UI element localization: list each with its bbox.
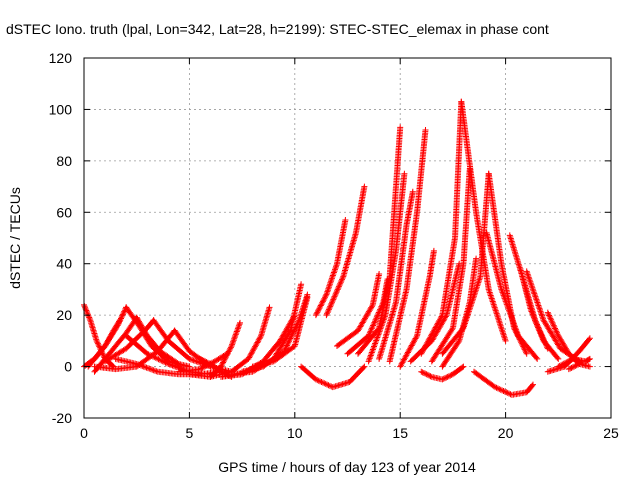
y-tick-label: 60 xyxy=(56,204,72,220)
satellite-track xyxy=(517,265,562,362)
y-tick-label: 0 xyxy=(64,359,72,375)
track-markers xyxy=(365,170,408,365)
satellite-track xyxy=(397,247,437,370)
satellite-track xyxy=(471,368,536,398)
x-tick-label: 10 xyxy=(287,425,303,441)
satellite-track xyxy=(565,361,593,373)
track-markers xyxy=(418,363,467,383)
satellite-track xyxy=(355,124,404,357)
satellite-track xyxy=(102,317,157,365)
track-markers xyxy=(298,363,368,391)
satellite-track xyxy=(428,165,473,365)
track-markers xyxy=(323,183,368,319)
track-markers xyxy=(471,368,536,398)
y-tick-label: 120 xyxy=(49,50,73,66)
y-tick-label: 40 xyxy=(56,256,72,272)
satellite-track xyxy=(376,188,416,362)
track-markers xyxy=(397,247,437,370)
y-axis-label: dSTEC / TECUs xyxy=(7,187,23,289)
track-markers xyxy=(312,217,349,319)
satellite-track xyxy=(458,98,509,344)
chart-title: dSTEC Iono. truth (lpal, Lon=342, Lat=28… xyxy=(6,21,549,37)
track-markers xyxy=(428,165,473,365)
satellite-track xyxy=(555,355,593,370)
y-tick-label: 80 xyxy=(56,153,72,169)
satellite-track xyxy=(334,271,383,349)
satellite-track xyxy=(323,183,368,319)
track-markers xyxy=(439,170,492,357)
data-marks xyxy=(81,98,593,398)
track-markers xyxy=(483,229,541,362)
track-markers xyxy=(249,294,311,370)
track-markers xyxy=(334,271,383,349)
track-markers xyxy=(102,317,157,365)
satellite-track xyxy=(439,170,492,357)
x-tick-label: 15 xyxy=(392,425,408,441)
satellite-track xyxy=(365,170,408,365)
x-tick-label: 25 xyxy=(603,425,619,441)
track-markers xyxy=(418,98,465,357)
y-tick-label: 20 xyxy=(56,307,72,323)
satellite-track xyxy=(418,98,465,357)
satellite-track xyxy=(483,229,541,362)
satellite-track xyxy=(298,363,368,391)
satellite-track xyxy=(418,363,467,383)
track-markers xyxy=(376,188,416,362)
plot-frame xyxy=(83,57,612,419)
x-tick-label: 5 xyxy=(186,425,194,441)
y-tick-label: 100 xyxy=(49,101,73,117)
satellite-track xyxy=(249,294,311,370)
x-tick-label: 20 xyxy=(498,425,514,441)
satellite-track xyxy=(386,127,429,365)
track-markers xyxy=(565,361,593,373)
track-markers xyxy=(458,98,509,344)
satellite-track xyxy=(312,217,349,319)
track-markers xyxy=(386,127,429,365)
track-markers xyxy=(355,124,404,357)
axis-ticks: 0 5 10 15 20 25 -20 0 20 40 60 80 100 120 xyxy=(49,50,619,441)
track-markers xyxy=(517,265,562,362)
y-tick-label: -20 xyxy=(52,410,72,426)
x-axis-label: GPS time / hours of day 123 of year 2014 xyxy=(218,459,476,475)
track-markers xyxy=(555,355,593,370)
x-tick-label: 0 xyxy=(80,425,88,441)
